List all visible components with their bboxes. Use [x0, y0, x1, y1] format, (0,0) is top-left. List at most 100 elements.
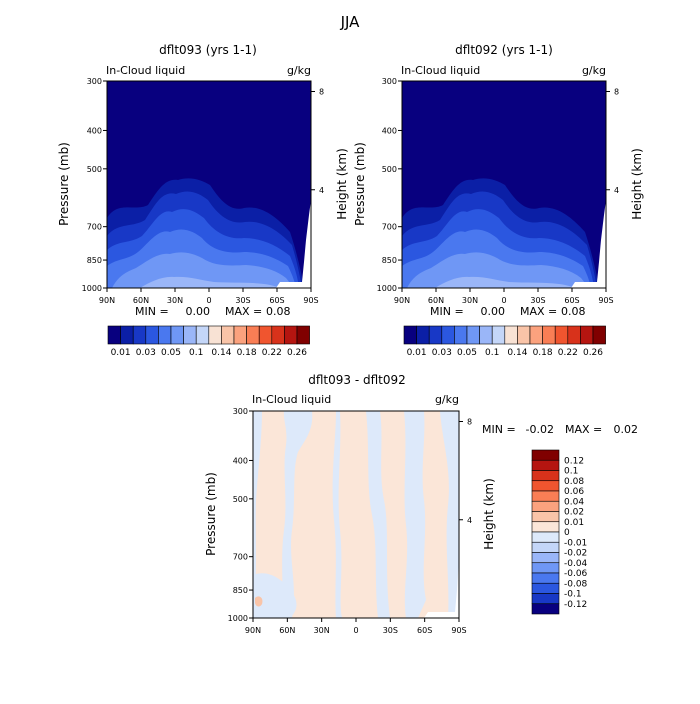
panel-a-x-axis: 90N 60N 30N 0 30S 60S 90S	[99, 296, 319, 305]
colorbar-swatch	[120, 325, 134, 345]
colorbar-swatch	[441, 325, 455, 345]
colorbar-label: 0	[564, 528, 570, 538]
colorbar-swatch	[107, 325, 121, 345]
x-tick-label: 90S	[451, 626, 466, 635]
x-tick-label: 0	[353, 626, 358, 635]
colorbar-swatch	[284, 325, 298, 345]
y-tick-label: 500	[382, 165, 397, 174]
colorbar-label: 0.03	[432, 348, 452, 358]
colorbar-label: -0.1	[564, 590, 582, 600]
colorbar-label: -0.06	[564, 569, 588, 579]
colorbar-label: 0.05	[457, 348, 477, 358]
colorbar-swatch	[592, 325, 606, 345]
panel-b-min-value: 0.00	[481, 305, 506, 318]
height-tick-label: 4	[614, 186, 619, 195]
colorbar-swatch	[567, 325, 581, 345]
y-tick-label: 400	[233, 456, 248, 465]
panel-b-title: dflt092 (yrs 1-1)	[455, 43, 553, 57]
panel-b-max-value: 0.08	[561, 305, 586, 318]
colorbar-swatch	[531, 480, 560, 492]
colorbar-swatch	[195, 325, 210, 345]
colorbar-swatch	[183, 325, 197, 345]
panel-c-x-axis: 90N 60N 30N 0 30S 60S 90S	[245, 626, 467, 635]
colorbar-swatch	[158, 325, 172, 345]
colorbar-label: 0.18	[533, 348, 553, 358]
panel-a-y-axis: 300 400 500 700 850 1000	[82, 77, 102, 293]
colorbar-label: 0.22	[558, 348, 578, 358]
panel-b-colorbar: 0.01 0.03 0.05 0.1 0.14 0.18 0.22 0.26	[403, 325, 606, 358]
colorbar-label: -0.02	[564, 549, 587, 559]
x-tick-label: 90N	[394, 296, 410, 305]
panel-c-max-value: 0.02	[614, 423, 639, 436]
x-tick-label: 30S	[235, 296, 250, 305]
colorbar-swatch	[246, 325, 260, 345]
contour-level-5	[407, 252, 588, 288]
colorbar-swatch	[403, 325, 417, 345]
colorbar-swatch	[504, 325, 518, 345]
y-tick-label: 1000	[228, 614, 248, 623]
panel-a-min-label: MIN =	[135, 305, 169, 318]
colorbar-swatch	[479, 325, 493, 345]
y-tick-label: 300	[233, 407, 248, 416]
colorbar-swatch	[258, 325, 273, 345]
colorbar-label: 0.05	[161, 348, 181, 358]
panel-a-title: dflt093 (yrs 1-1)	[159, 43, 257, 57]
panel-c-colorbar: 0.12 0.1 0.08 0.06 0.04 0.02 0.01 0 -0.0…	[531, 449, 588, 615]
y-tick-label: 300	[87, 77, 102, 86]
colorbar-label: -0.08	[564, 579, 588, 589]
x-tick-label: 60N	[428, 296, 444, 305]
y-tick-label: 400	[87, 126, 102, 135]
panel-a-max-label: MAX =	[225, 305, 262, 318]
panel-c-y-axis: 300 400 500 700 850 1000	[228, 407, 248, 623]
negative-region	[404, 411, 426, 618]
terrain-mask	[424, 560, 459, 618]
height-tick-label: 4	[319, 186, 324, 195]
negative-region	[366, 411, 390, 618]
colorbar-swatch	[208, 325, 222, 345]
y-tick-label: 700	[382, 223, 397, 232]
colorbar-swatch	[529, 325, 543, 345]
panel-c-ylabel: Pressure (mb)	[204, 472, 218, 556]
panel-a-height-axis: 8 4	[319, 88, 324, 195]
y-tick-label: 500	[233, 495, 248, 504]
colorbar-label: -0.04	[564, 559, 588, 569]
height-tick-label: 8	[614, 88, 619, 97]
colorbar-label: 0.03	[136, 348, 156, 358]
panel-c-min-label: MIN =	[482, 423, 516, 436]
panel-c-label-left: In-Cloud liquid	[252, 393, 331, 406]
colorbar-label: 0.1	[189, 348, 203, 358]
colorbar-swatch	[531, 449, 560, 461]
x-tick-label: 90N	[245, 626, 261, 635]
x-tick-label: 60S	[269, 296, 284, 305]
panel-a-min-value: 0.00	[186, 305, 211, 318]
panel-c-max-label: MAX =	[565, 423, 602, 436]
colorbar-label: 0.04	[564, 497, 584, 507]
panel-a-label-left: In-Cloud liquid	[106, 64, 185, 77]
colorbar-swatch	[580, 325, 594, 345]
height-tick-label: 8	[467, 418, 472, 427]
colorbar-swatch	[170, 325, 184, 345]
negative-region	[440, 411, 459, 618]
colorbar-swatch	[554, 325, 569, 345]
y-tick-label: 1000	[377, 284, 397, 293]
colorbar-label: 0.01	[407, 348, 427, 358]
panel-a-ylabel-right: Height (km)	[335, 148, 349, 219]
colorbar-swatch	[531, 500, 560, 512]
colorbar-label: 0.1	[564, 467, 578, 477]
colorbar-swatch	[531, 490, 560, 502]
x-tick-label: 60N	[133, 296, 149, 305]
panel-b-max-label: MAX =	[520, 305, 557, 318]
colorbar-swatch	[531, 531, 560, 543]
y-tick-label: 300	[382, 77, 397, 86]
colorbar-swatch	[145, 325, 159, 345]
colorbar-swatch	[428, 325, 443, 345]
colorbar-label: 0.14	[211, 348, 231, 358]
colorbar-label: 0.18	[237, 348, 257, 358]
colorbar-label: 0.08	[564, 477, 584, 487]
colorbar-swatch	[542, 325, 556, 345]
colorbar-swatch	[221, 325, 235, 345]
panel-c-title: dflt093 - dflt092	[308, 373, 406, 387]
panel-a-colorbar: 0.01 0.03 0.05 0.1 0.14 0.18 0.22 0.26	[107, 325, 310, 358]
colorbar-swatch	[132, 325, 147, 345]
